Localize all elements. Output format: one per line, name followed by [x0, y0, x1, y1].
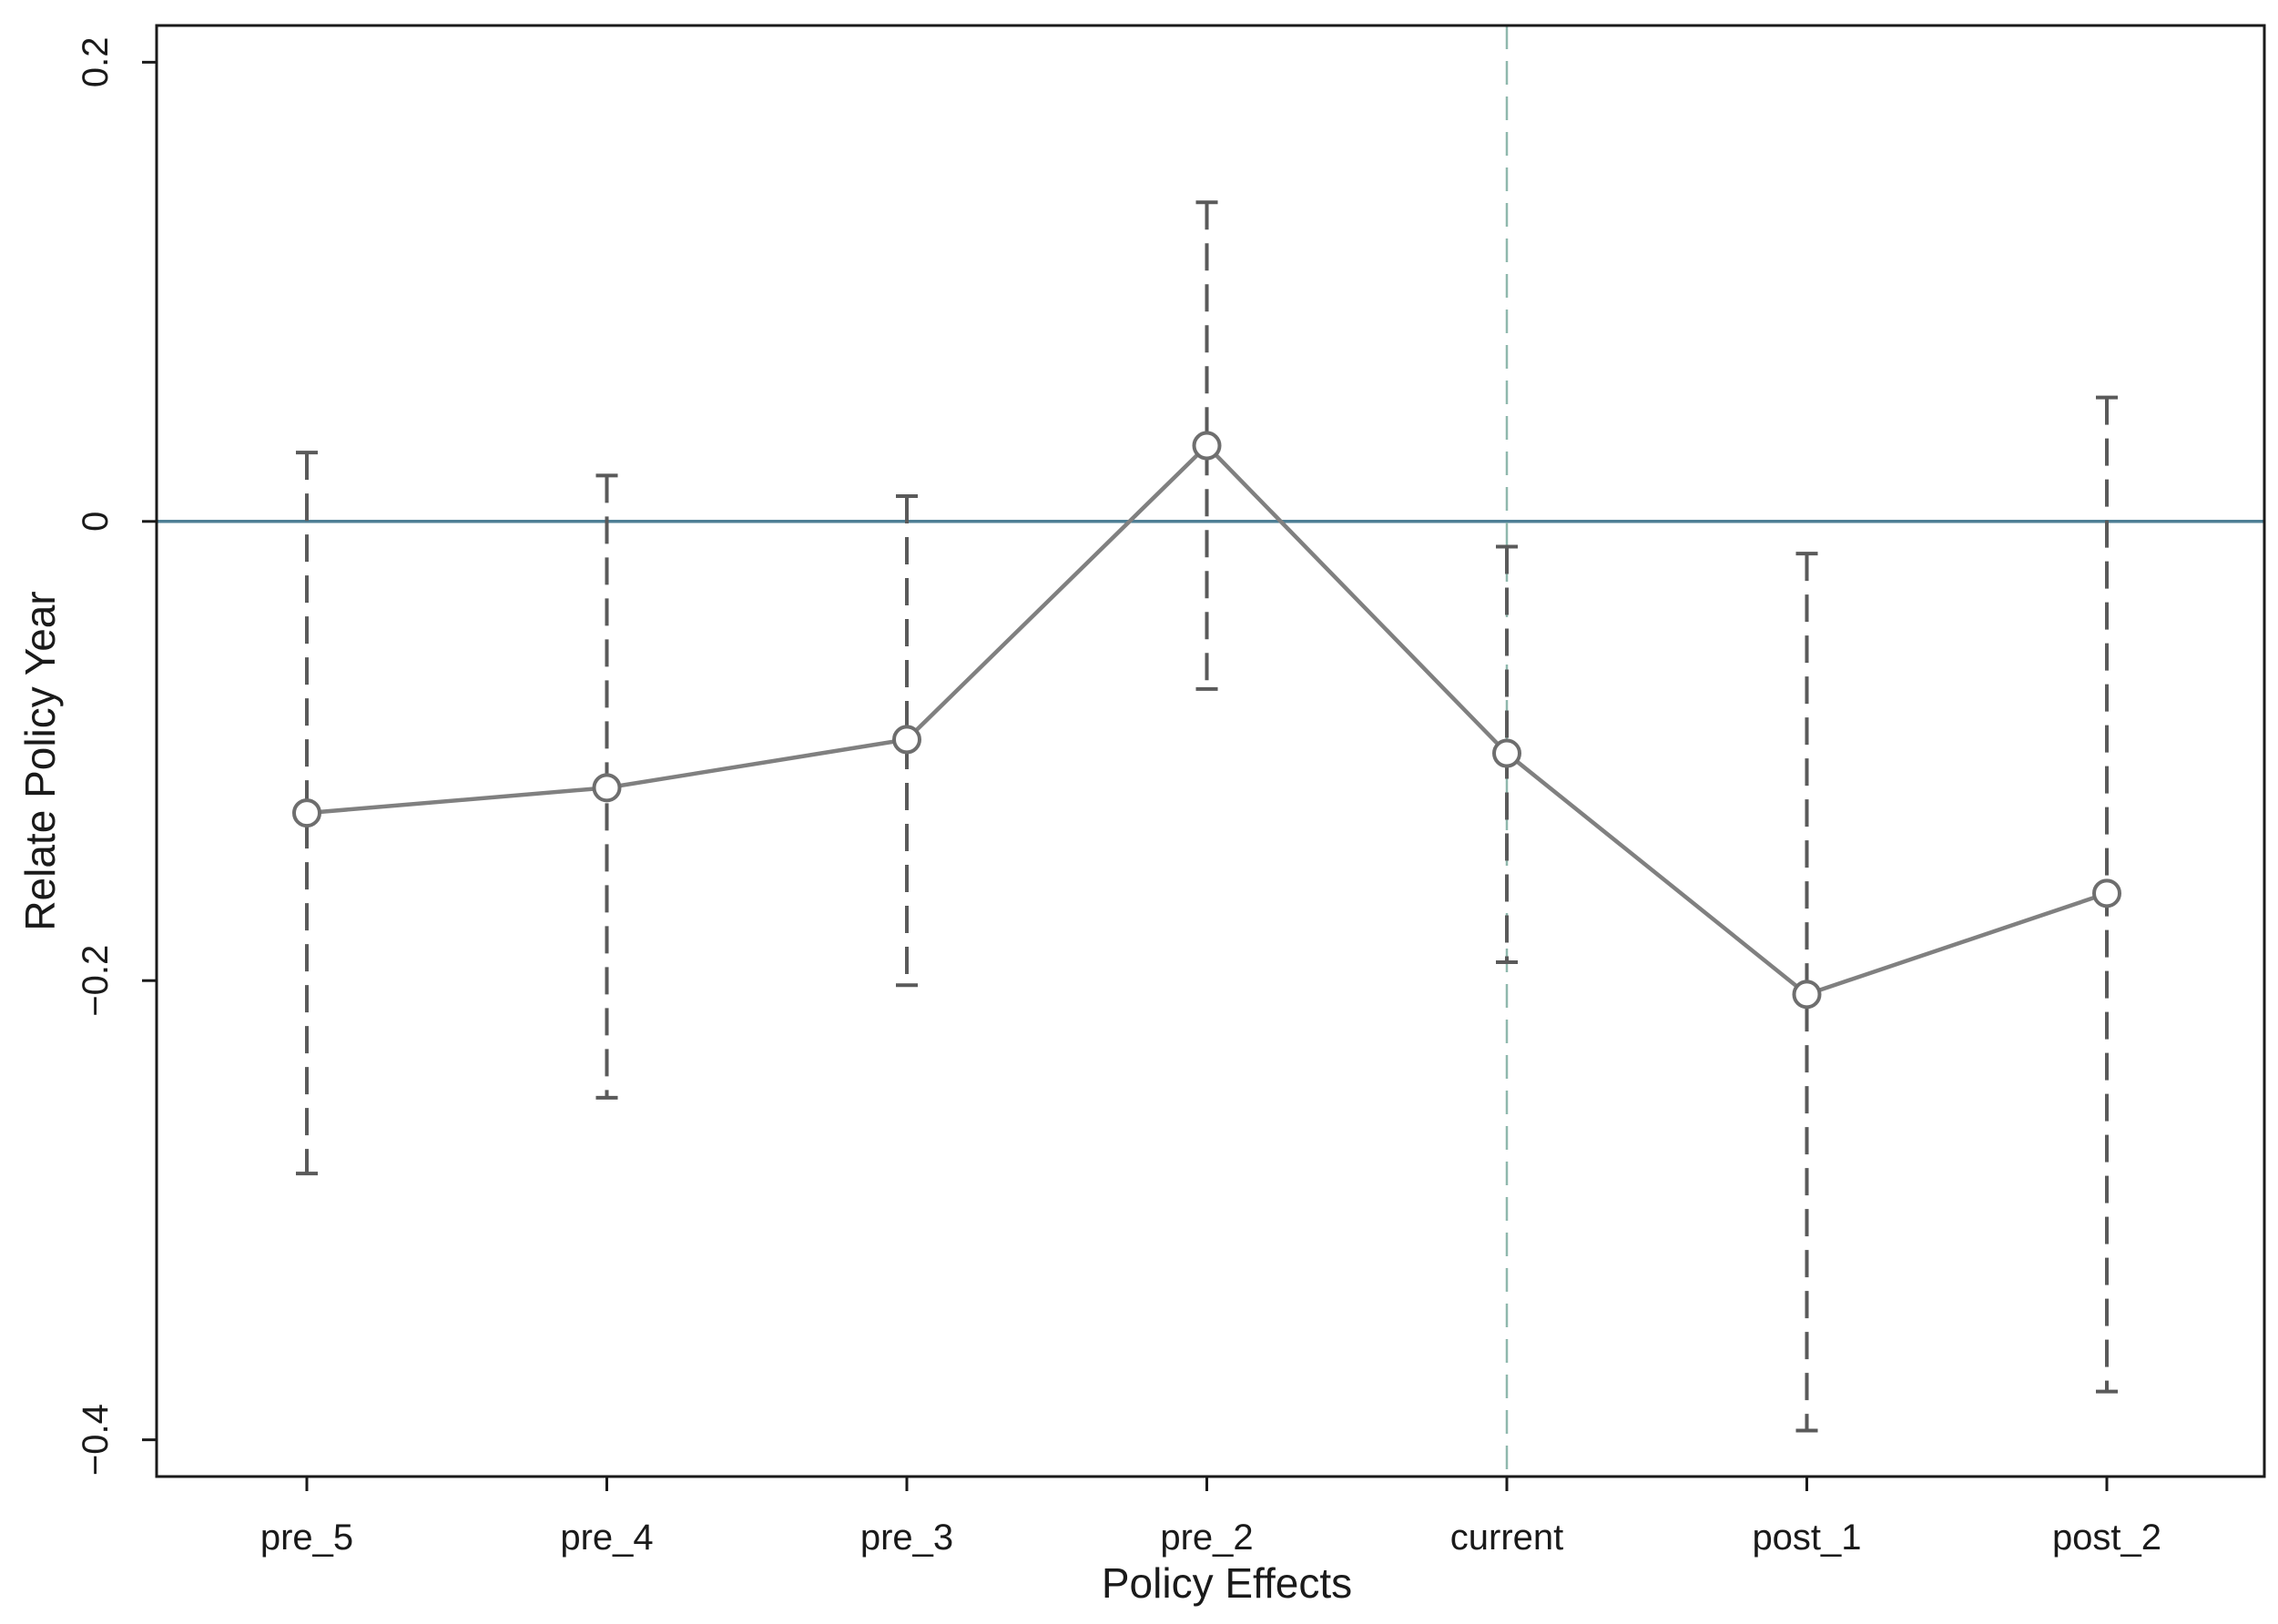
data-point-pre_4	[592, 773, 622, 803]
x-tick-label-post_1: post_1	[1752, 1517, 1861, 1558]
data-point-pre_2	[1192, 431, 1222, 461]
y-tick-label-1: 0	[76, 512, 116, 532]
y-axis-title: Relate Policy Year	[16, 591, 64, 930]
x-tick-label-pre_5: pre_5	[260, 1517, 353, 1558]
data-point-pre_5	[292, 798, 321, 828]
y-tick-label-2: −0.2	[76, 945, 116, 1017]
y-tick-label-0: 0.2	[76, 37, 116, 88]
x-tick-label-post_2: post_2	[2052, 1517, 2161, 1558]
plot-frame	[155, 24, 2266, 1478]
x-tick-label-pre_4: pre_4	[560, 1517, 653, 1558]
x-axis-title: Policy Effects	[1102, 1559, 1352, 1607]
data-point-pre_3	[892, 725, 921, 755]
x-tick-label-pre_3: pre_3	[860, 1517, 953, 1558]
y-tick-label-3: −0.4	[76, 1404, 116, 1476]
data-point-current	[1492, 738, 1521, 768]
series-line	[306, 442, 2108, 997]
x-tick-label-pre_2: pre_2	[1160, 1517, 1253, 1558]
x-tick-label-current: current	[1450, 1517, 1564, 1558]
axes: pre_5 pre_4 pre_3 pre_2 current post_1 post_2 0…	[76, 24, 2266, 1558]
plot-area	[157, 25, 2264, 1477]
data-point-post_1	[1792, 979, 1822, 1010]
data-point-post_2	[2092, 878, 2121, 908]
